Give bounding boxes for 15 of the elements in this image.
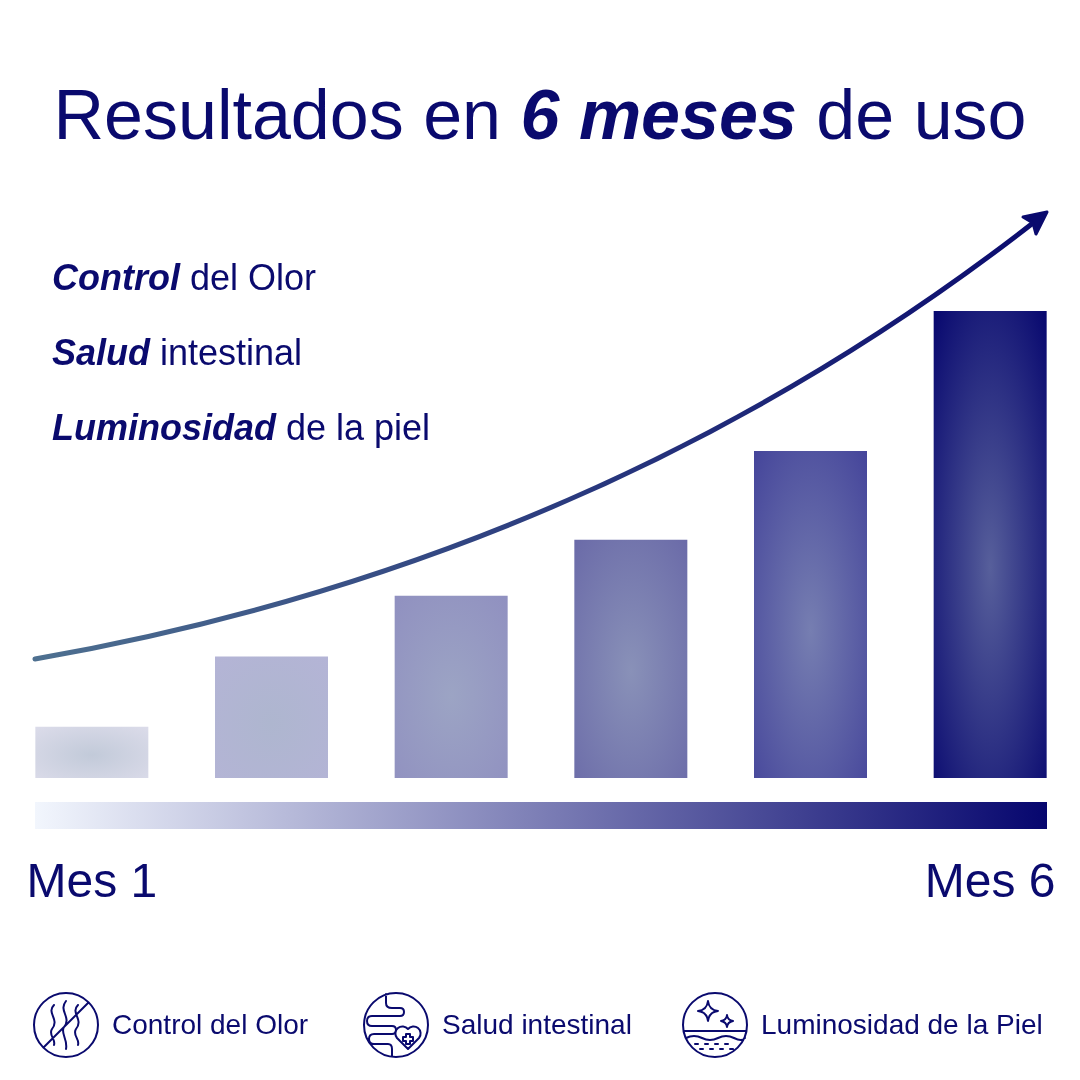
bar bbox=[574, 539, 688, 778]
bar bbox=[215, 656, 328, 778]
bar bbox=[754, 451, 867, 778]
chart-title: Resultados en 6 meses de uso bbox=[53, 76, 1027, 154]
text: Control del Olor bbox=[52, 256, 318, 300]
bar bbox=[394, 595, 508, 778]
annotation: Salud intestinal bbox=[52, 331, 304, 375]
text: Control del Olor bbox=[112, 1009, 309, 1041]
x-tick-label: Mes 1 bbox=[26, 853, 158, 907]
text: Salud intestinal bbox=[442, 1009, 632, 1041]
annotation: Luminosidad de la piel bbox=[52, 406, 431, 450]
bar bbox=[933, 311, 1047, 778]
x-tick-label: Mes 6 bbox=[924, 853, 1056, 907]
text: Luminosidad de la Piel bbox=[761, 1009, 1043, 1041]
bar bbox=[35, 726, 149, 778]
